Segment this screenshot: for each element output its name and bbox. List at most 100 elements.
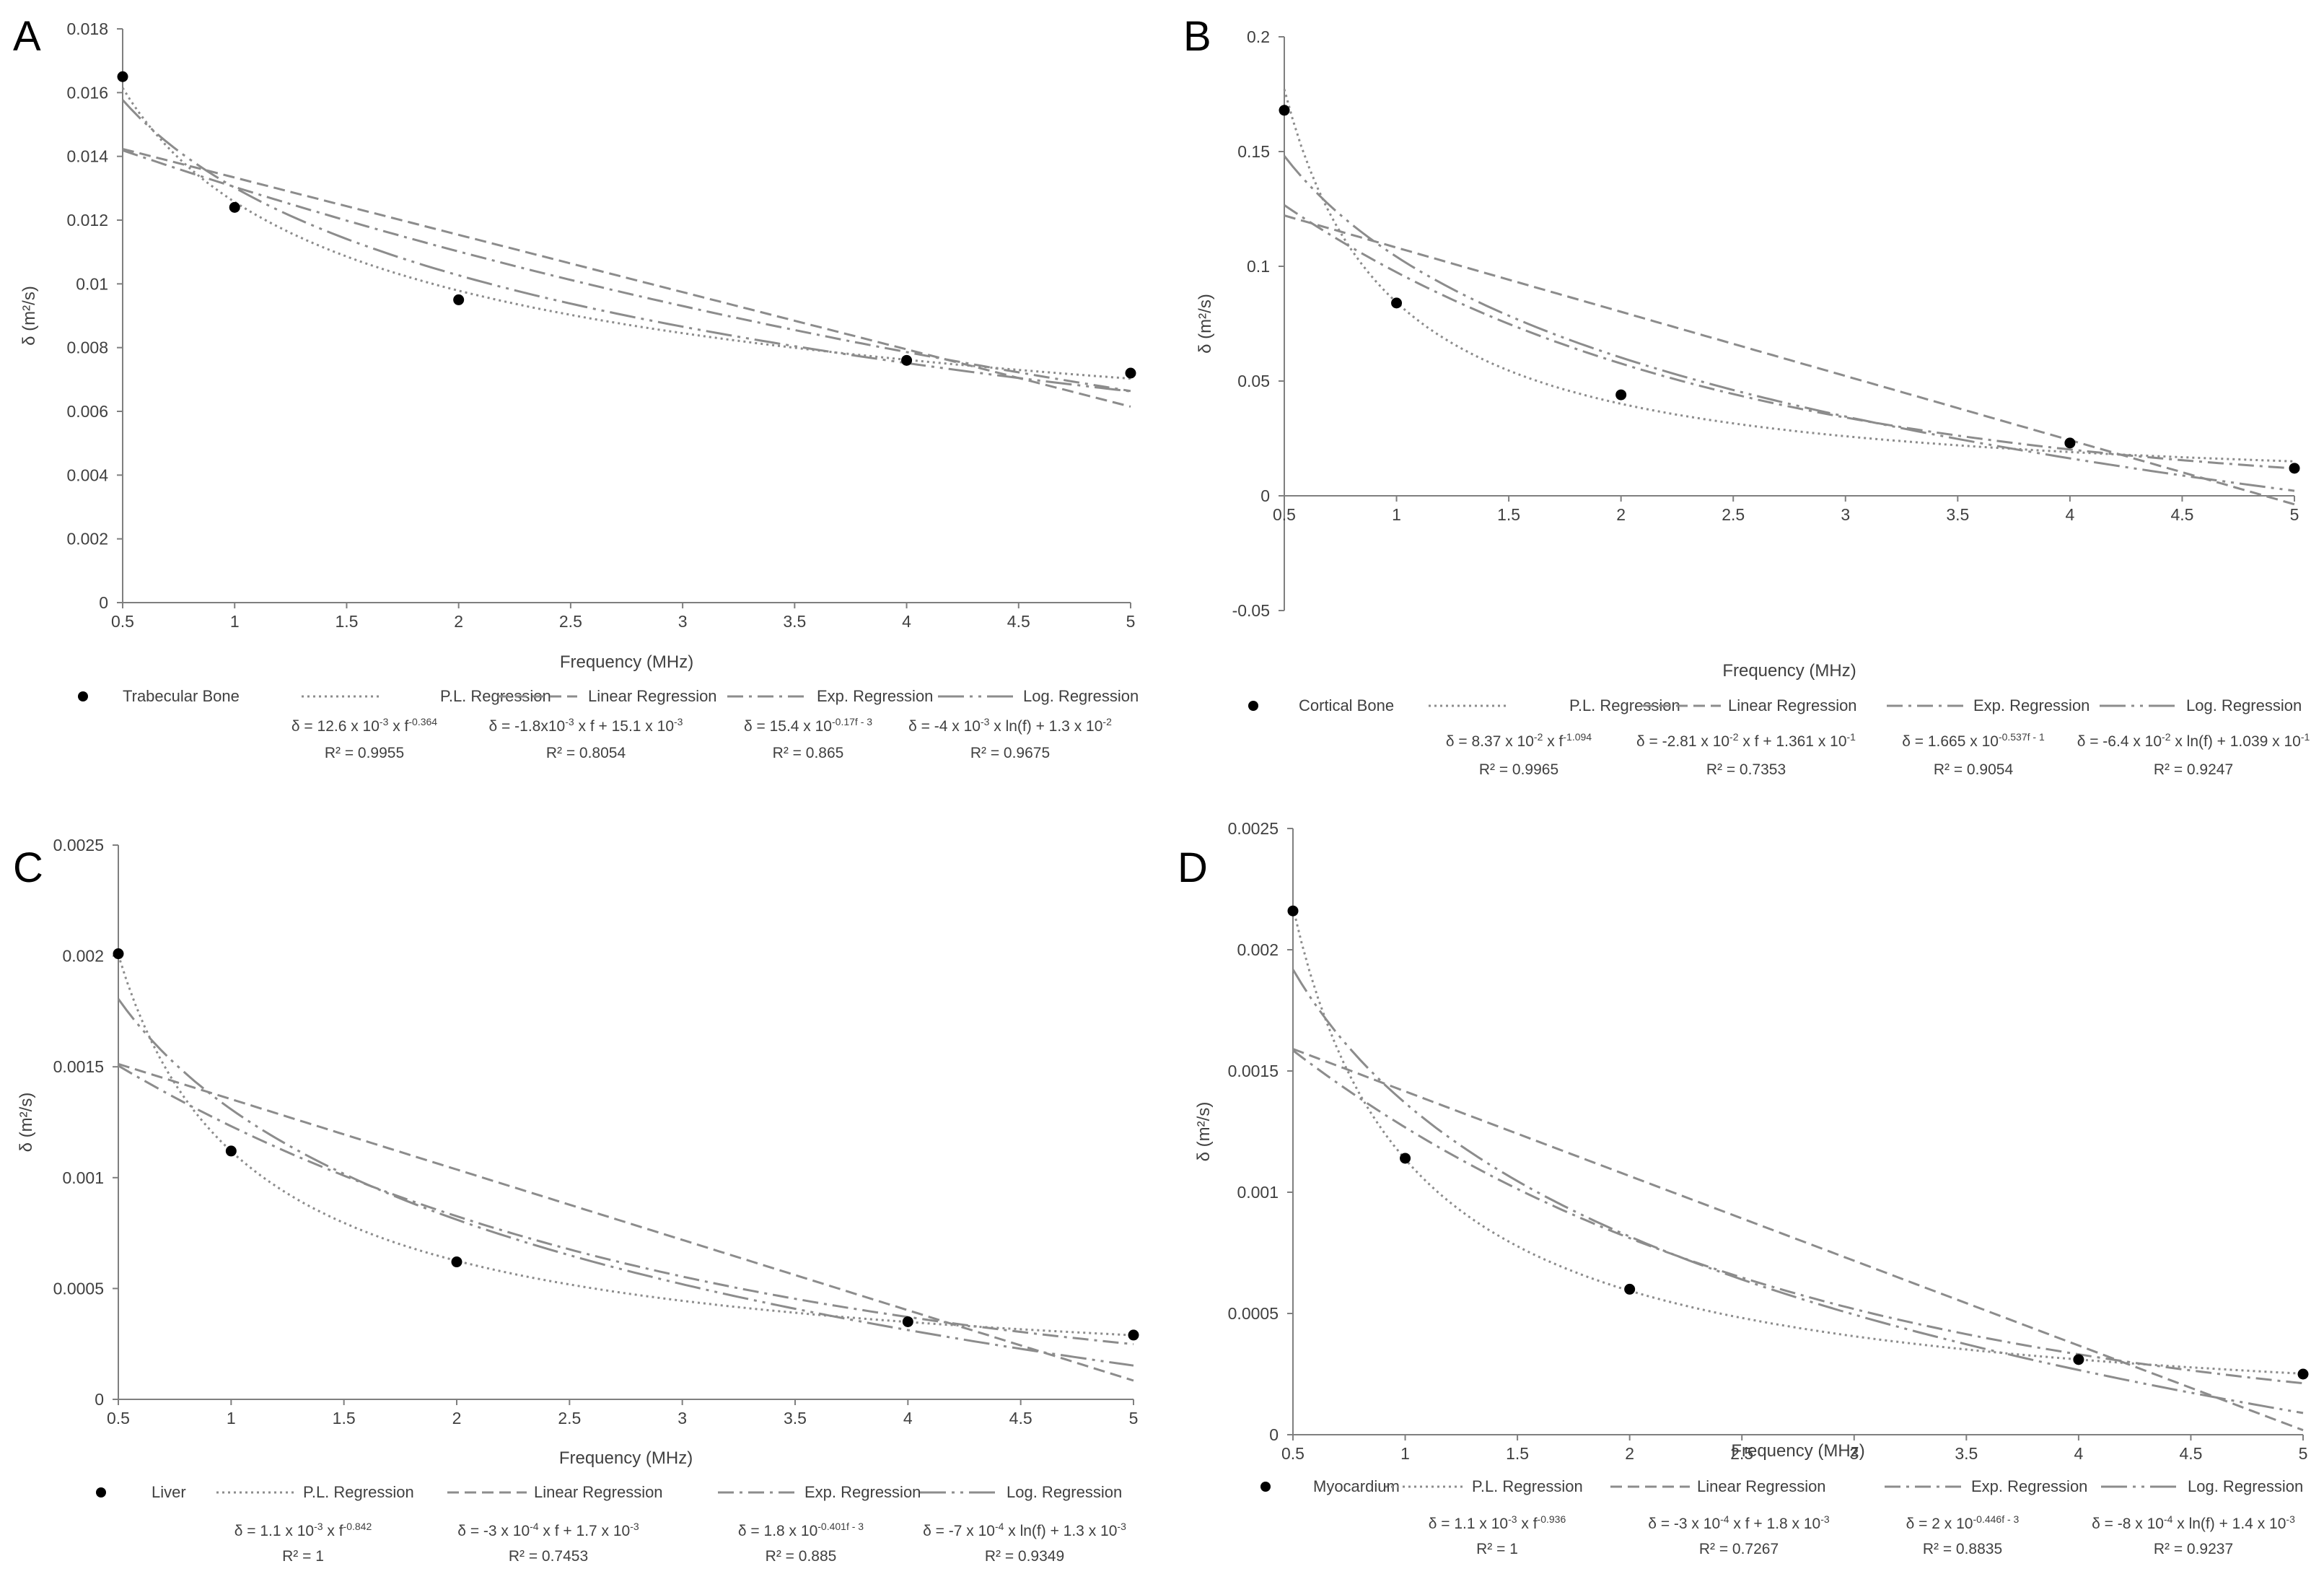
r-squared-exp: R² = 0.865 [773,745,844,761]
equation-exp: δ = 1.8 x 10-0.401f - 3 [738,1521,864,1539]
panel-letter: D [1178,844,1208,891]
panel-a: A 0 0.002 0.004 0.006 0.008 0.01 0.012 0.014 0.01… [13,13,1139,761]
legend-label-points: Liver [152,1483,186,1501]
x-tick-label: 0.5 [111,612,134,631]
r-squared-exp: R² = 0.885 [766,1548,837,1565]
equation-lin: δ = -3 x 10-4 x f + 1.8 x 10-3 [1648,1513,1830,1532]
r-squared-pl: R² = 0.9965 [1479,761,1558,778]
y-tick-label: 0.0015 [53,1057,104,1076]
y-tick-label: 0.006 [66,402,108,421]
data-point [1128,1329,1139,1341]
y-tick-label: 0 [1260,486,1270,505]
x-tick-label: 4.5 [1007,612,1030,631]
y-tick-label: 0.15 [1237,142,1270,161]
fit-line-exp [1292,1049,2304,1385]
y-tick-label: 0.016 [66,83,108,102]
x-tick-label: 4.5 [2179,1444,2202,1463]
fit-line-log [117,998,1134,1367]
panel-letter: A [13,13,41,60]
equation-exp: δ = 2 x 10-0.446f - 3 [1906,1513,2020,1532]
data-point [2297,1368,2309,1380]
data-point [117,71,128,82]
x-tick-label: 2.5 [558,1409,581,1427]
panel-d: D 0 0.0005 0.001 0.0015 0.002 0.0025 0.5 1 1.5 2 2.… [1178,819,2309,1557]
fit-line-pl [121,87,1131,380]
y-tick-label: 0.0025 [1228,819,1279,838]
x-axis-title: Frequency (MHz) [1722,661,1856,681]
equation-log: δ = -4 x 10-3 x ln(f) + 1.3 x 10-2 [908,716,1112,735]
y-tick-label: 0 [99,593,108,612]
y-tick-label: 0.002 [62,947,104,966]
x-tick-label: 4 [903,1409,913,1427]
fit-line-pl [1292,907,2304,1375]
data-point [2073,1354,2084,1365]
legend-label-log: Log. Regression [1007,1483,1122,1501]
equation-lin: δ = -1.8x10-3 x f + 15.1 x 10-3 [489,716,683,735]
y-tick-label: 0.0005 [1228,1304,1279,1323]
data-point [1624,1283,1636,1295]
equation-pl: δ = 1.1 x 10-3 x f-0.936 [1429,1513,1566,1532]
x-tick-label: 1.5 [333,1409,356,1427]
panel-letter: B [1183,13,1211,60]
legend-label-log: Log. Regression [1023,687,1139,705]
y-tick-label: 0.008 [66,338,108,357]
data-point [225,1145,237,1157]
legend: Myocardium P.L. Regression δ = 1.1 x 10-3 … [1260,1477,2303,1557]
x-tick-label: 2.5 [1722,505,1745,524]
legend-label-log: Log. Regression [2186,696,2302,714]
data-point [1287,905,1299,917]
data-point [113,948,124,960]
y-tick-label: 0.0015 [1228,1062,1279,1080]
y-tick-label: 0.002 [1237,940,1279,959]
x-tick-label: 3.5 [783,612,806,631]
y-tick-label: 0.001 [62,1168,104,1187]
x-tick-label: 2.5 [559,612,582,631]
x-tick-label: 4 [2065,505,2074,524]
fit-line-lin [118,1062,1134,1382]
fit-line-pl [1283,89,2295,463]
panel-b: B -0.05 0 0.05 0.1 0.15 0.2 0.5 1 1.5 2 2.5 3 3.5 4 4.5… [1183,13,2310,778]
r-squared-lin: R² = 0.7353 [1706,761,1786,778]
x-tick-label: 2 [452,1409,462,1427]
legend-label-exp: Exp. Regression [804,1483,921,1501]
x-axis-title: Frequency (MHz) [559,1448,693,1468]
y-tick-label: 0.1 [1247,257,1270,276]
x-tick-label: 5 [1129,1409,1139,1427]
equation-pl: δ = 12.6 x 10-3 x f-0.364 [291,716,437,735]
y-axis-title: δ (m²/s) [1194,1102,1214,1162]
legend-label-exp: Exp. Regression [817,687,933,705]
legend-label-lin: Linear Regression [1697,1477,1826,1495]
y-tick-label: 0.0005 [53,1279,104,1298]
legend-label-log: Log. Regression [2188,1477,2303,1495]
x-tick-label: 3 [678,612,688,631]
x-tick-label: 2 [1616,505,1626,524]
y-axis-title: δ (m²/s) [1196,294,1215,354]
equation-pl: δ = 1.1 x 10-3 x f-0.842 [234,1521,372,1539]
x-tick-label: 3.5 [1955,1444,1978,1463]
x-tick-label: 3 [678,1409,687,1427]
y-tick-label: -0.05 [1232,601,1270,620]
r-squared-log: R² = 0.9349 [985,1548,1064,1565]
x-tick-label: 3.5 [784,1409,807,1427]
x-tick-label: 0.5 [107,1409,130,1427]
r-squared-lin: R² = 0.7453 [509,1548,588,1565]
x-tick-label: 4 [902,612,911,631]
r-squared-log: R² = 0.9675 [970,745,1050,761]
x-tick-label: 4 [2074,1444,2083,1463]
data-point [1615,389,1627,401]
x-tick-label: 1 [230,612,240,631]
legend-label-pl: P.L. Regression [1472,1477,1583,1495]
fit-line-exp [1284,204,2295,470]
fit-line-lin [1284,214,2295,506]
legend-marker-points [78,691,88,701]
y-tick-label: 0.012 [66,211,108,229]
y-tick-label: 0.0025 [53,836,104,854]
data-point [1279,105,1290,116]
x-tick-label: 1 [1392,505,1401,524]
data-point [2064,437,2076,449]
x-tick-label: 0.5 [1281,1444,1304,1463]
r-squared-log: R² = 0.9247 [2154,761,2233,778]
y-tick-label: 0.05 [1237,372,1270,390]
